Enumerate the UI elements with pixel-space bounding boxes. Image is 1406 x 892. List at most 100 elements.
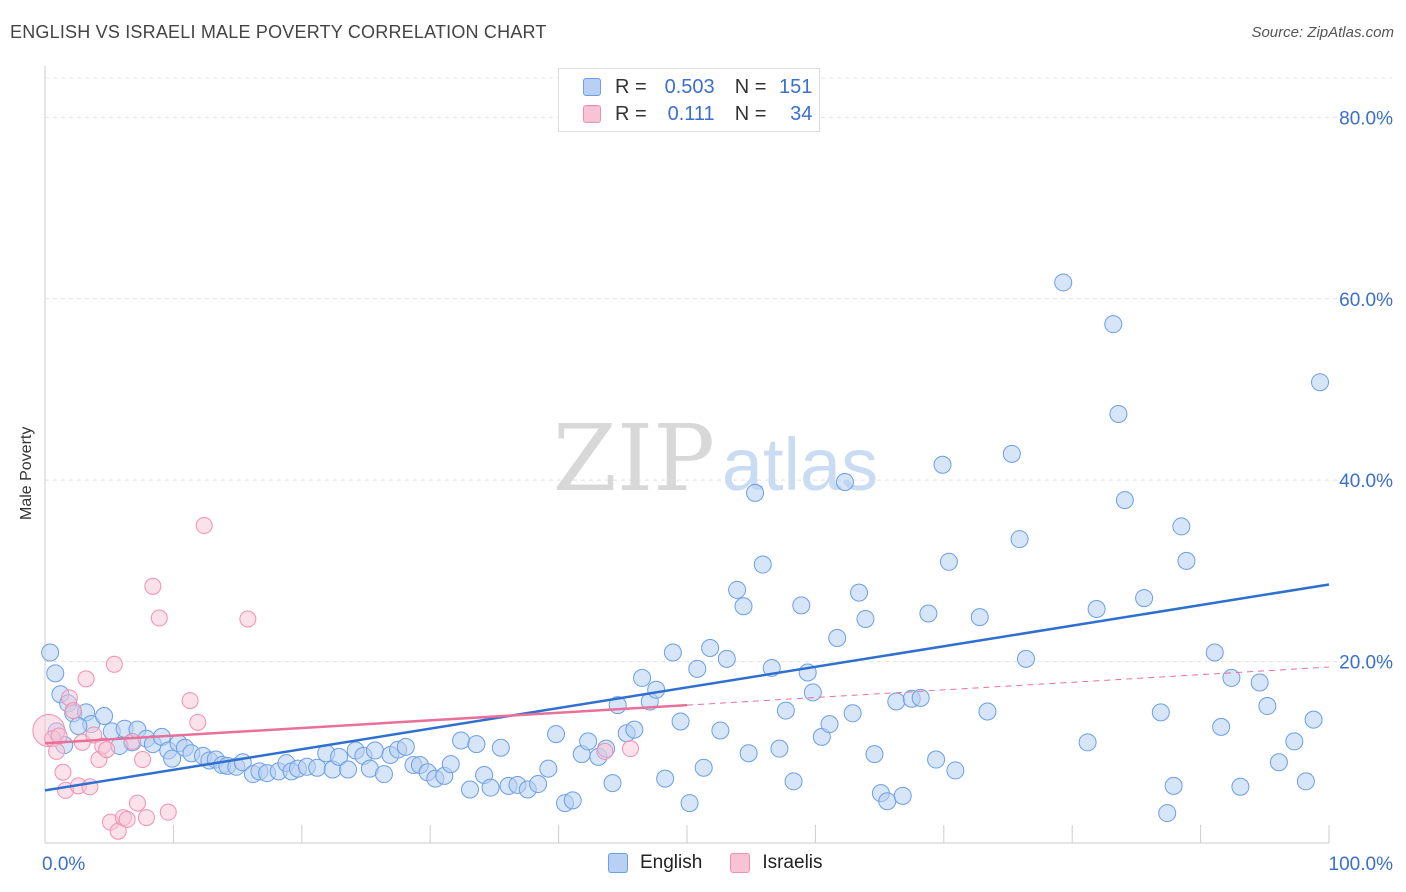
english-point [717,649,736,668]
israelis-point [105,655,123,673]
english-point [1222,668,1241,687]
english-point [1054,273,1073,292]
watermark: ZIP atlas [553,405,878,512]
x-tick-label-start: 0.0% [42,854,85,875]
english-point [978,702,997,721]
n-value-english: 151 [779,75,813,98]
israelis-point [239,610,257,628]
english-point [1311,373,1330,392]
english-point [1115,491,1134,510]
israelis-legend-label: Israelis [762,852,823,873]
english-point [887,692,906,711]
watermark-zip: ZIP [553,405,715,512]
english-point [374,765,393,784]
y-tick-label: 60.0% [1339,290,1393,311]
english-point [835,472,854,491]
english-point [1078,733,1097,752]
r-value-israelis: 0.111 [667,102,715,125]
english-point [784,772,803,791]
english-point [1016,649,1035,668]
english-point [1250,673,1269,692]
english-point [163,749,182,768]
english-point [688,659,707,678]
english-point [1177,551,1196,570]
english-point [547,725,566,744]
legend-row-israelis: R = 0.111 N = 34 [583,101,812,127]
english-point [625,720,644,739]
english-point [46,664,65,683]
israelis-point [77,670,95,688]
english-point [647,680,666,699]
english-point [1296,772,1315,791]
english-point [529,775,548,794]
correlation-legend: R = 0.503 N = 151 R = 0.111 N = 34 [558,68,820,132]
israelis-point [189,713,207,731]
english-point [1010,530,1029,549]
english-point [603,774,622,793]
english-point [339,760,358,779]
english-point [365,741,384,760]
english-point [1205,643,1224,662]
english-point [491,738,510,757]
israelis-point [64,702,82,720]
english-point [728,580,747,599]
english-point [970,608,989,627]
english-trend-line [44,583,1330,792]
english-point [711,721,730,740]
axes [44,66,1330,844]
english-point [734,597,753,616]
english-point [396,737,415,756]
english-point [461,780,480,799]
english-point [1285,732,1304,751]
english-point [803,683,822,702]
israelis-point [98,741,116,759]
english-swatch [583,78,601,96]
israelis-point [596,742,614,760]
israelis-point [159,803,177,821]
israelis-point [137,809,155,827]
r-label: R = [615,75,647,98]
english-point [1151,703,1170,722]
n-label: N = [734,102,767,125]
series-legend: English Israelis [608,852,851,874]
y-tick-label: 20.0% [1339,653,1393,674]
israelis-legend-swatch [730,853,751,873]
israelis-point [128,794,146,812]
english-point [739,744,758,763]
israelis-trend-line [44,703,688,745]
english-point [1104,315,1123,334]
english-point [671,712,690,731]
english-points [41,273,1330,823]
legend-item-israelis: Israelis [730,852,823,874]
english-point [776,701,795,720]
grid [45,77,1392,663]
english-point [865,745,884,764]
english-point [1164,776,1183,795]
english-point [41,643,60,662]
english-point [701,638,720,657]
israelis-trend-extension [686,666,1330,706]
legend-item-english: English [608,852,702,874]
english-point [680,794,699,813]
english-point [850,583,869,602]
english-point [308,758,327,777]
english-point [1212,717,1231,736]
english-point [753,555,772,574]
english-point [843,704,862,723]
english-point [95,707,114,726]
english-point [452,731,471,750]
r-label: R = [615,102,647,125]
israelis-point [144,577,162,595]
israelis-point [54,763,72,781]
english-point [792,596,811,615]
english-point [633,668,652,687]
english-point [770,739,789,758]
israelis-point [195,517,213,535]
israelis-swatch [583,105,601,123]
n-label: N = [734,75,767,98]
english-point [1269,753,1288,772]
israelis-point [123,732,141,750]
english-legend-swatch [608,853,628,873]
y-tick-label: 40.0% [1339,471,1393,492]
